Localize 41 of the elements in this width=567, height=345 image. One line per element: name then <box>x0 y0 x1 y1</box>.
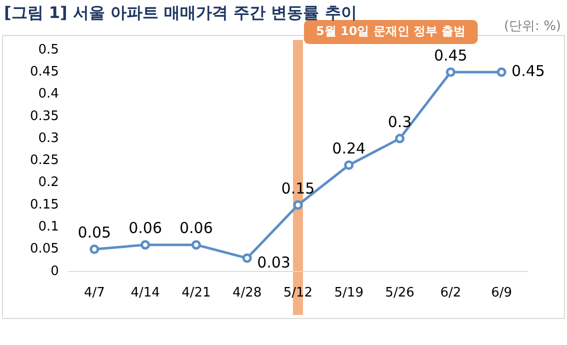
y-tick-label: 0.3 <box>38 130 59 146</box>
y-tick-label: 0.1 <box>38 219 59 234</box>
data-label: 0.06 <box>128 219 162 238</box>
point <box>344 160 354 170</box>
x-tick-label: 4/21 <box>182 286 211 301</box>
x-tick-label: 6/9 <box>491 286 512 301</box>
x-tick-label: 5/19 <box>334 286 364 301</box>
ref-line-label: 5월 10일 문재인 정부 출범 <box>316 24 466 38</box>
data-label: 0.06 <box>179 219 213 238</box>
point <box>191 240 201 250</box>
x-tick-label: 4/7 <box>84 286 105 301</box>
data-label: 0.3 <box>388 112 412 131</box>
data-label: 0.24 <box>332 140 366 158</box>
x-tick-label: 5/26 <box>385 286 414 301</box>
data-label: 0.05 <box>78 224 112 242</box>
data-label: 0.15 <box>281 179 315 198</box>
x-tick-label: 6/2 <box>440 286 462 301</box>
y-tick-label: 0.15 <box>30 197 59 212</box>
y-tick-label: 0.25 <box>30 153 59 168</box>
point <box>395 134 405 144</box>
y-tick-label: 0 <box>50 264 59 279</box>
point <box>90 244 100 254</box>
x-tick-label: 5/12 <box>283 286 313 301</box>
data-label: 0.45 <box>512 62 545 80</box>
data-label: 0.03 <box>257 254 290 272</box>
y-tick-label: 0.5 <box>38 42 59 58</box>
y-tick-label: 0.45 <box>30 64 59 80</box>
chart-title: [그림 1] 서울 아파트 매매가격 주간 변동률 추이 <box>4 3 357 22</box>
y-tick-label: 0.35 <box>30 108 59 124</box>
point <box>496 67 506 77</box>
x-tick-label: 4/14 <box>130 286 160 301</box>
point <box>293 200 303 210</box>
point <box>242 253 252 263</box>
y-tick-label: 0.4 <box>38 86 59 102</box>
x-tick-label: 4/28 <box>232 286 262 301</box>
y-tick-label: 0.2 <box>38 175 59 190</box>
data-label: 0.45 <box>434 46 468 65</box>
text: (단위: %) <box>504 18 561 34</box>
point <box>140 240 150 250</box>
y-tick-label: 0.05 <box>30 242 59 257</box>
point <box>446 67 456 77</box>
